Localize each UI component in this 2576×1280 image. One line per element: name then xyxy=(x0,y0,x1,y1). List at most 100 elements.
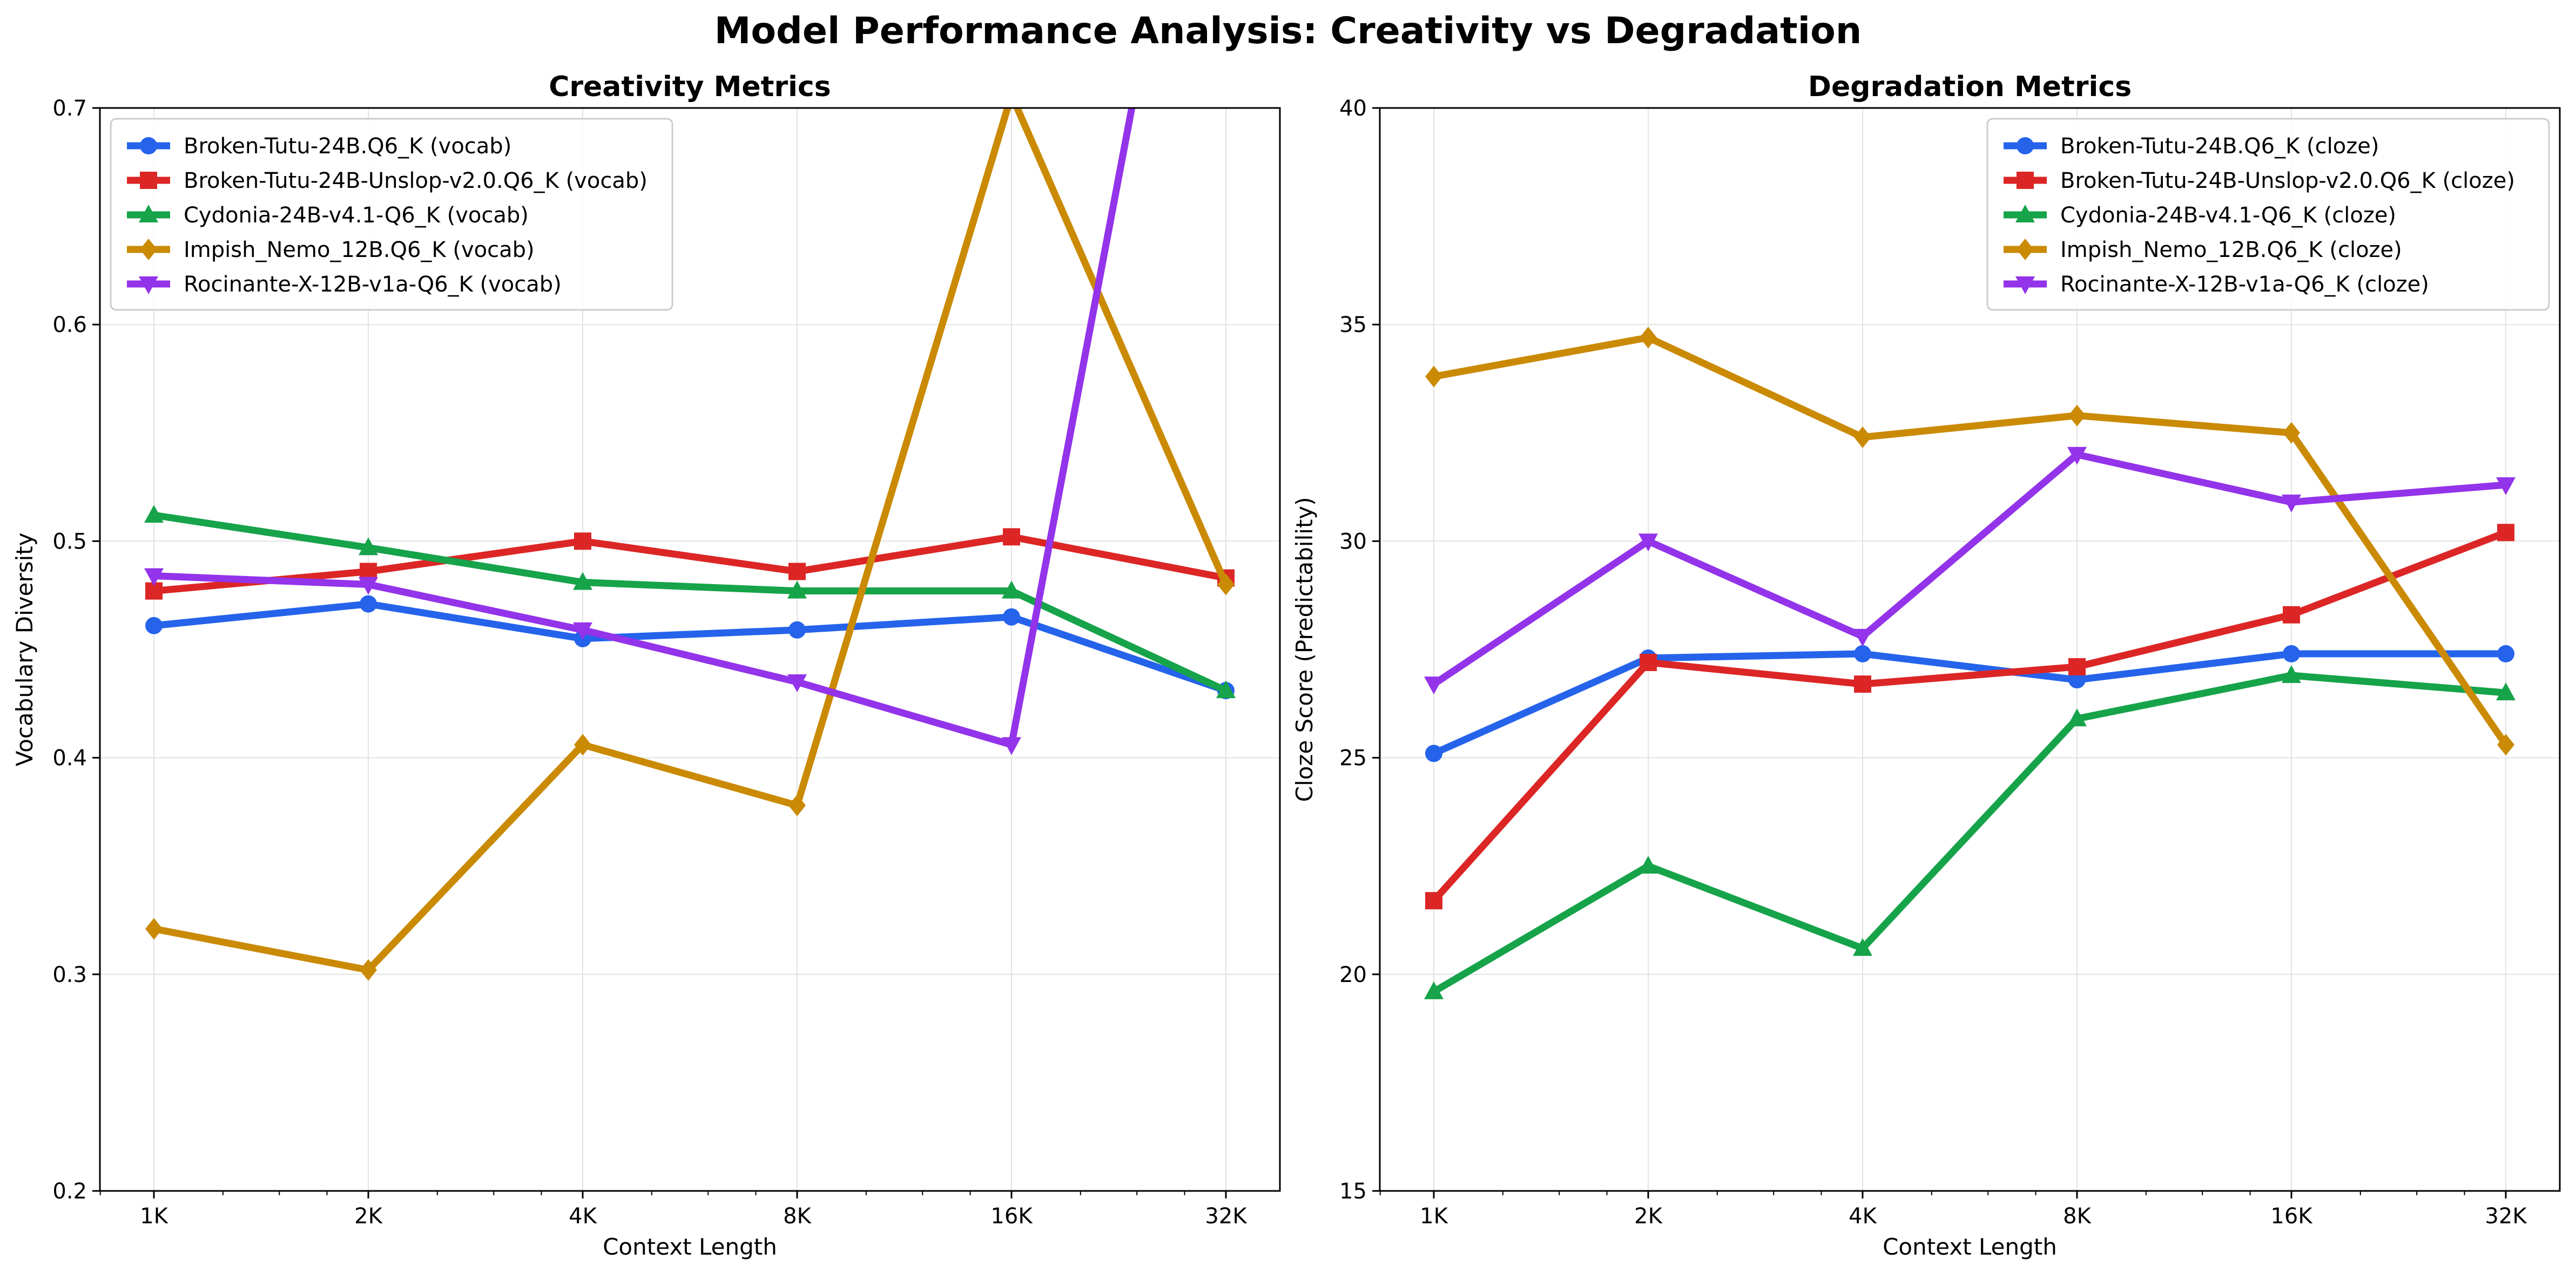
y-tick-label: 25 xyxy=(1339,746,1367,771)
data-point xyxy=(1854,675,1871,693)
series-line-3 xyxy=(1430,672,2510,995)
x-tick-label: 2K xyxy=(354,1204,383,1229)
data-point xyxy=(574,532,591,550)
data-point xyxy=(360,595,377,613)
series-line-5 xyxy=(150,108,1136,749)
data-point xyxy=(2283,645,2300,663)
data-point xyxy=(2497,645,2514,663)
x-tick-label: 1K xyxy=(140,1204,168,1229)
data-point xyxy=(1853,938,1872,956)
data-point xyxy=(359,537,378,556)
legend-marker xyxy=(2017,239,2034,260)
data-point xyxy=(144,568,164,586)
data-point xyxy=(788,794,806,816)
data-point xyxy=(2282,495,2301,513)
data-point xyxy=(1640,654,1657,672)
data-point xyxy=(360,959,377,981)
legend-entry: Broken-Tutu-24B.Q6_K (cloze) xyxy=(2060,134,2379,159)
degradation-panel: 1K 2K 4K 8K 16K 32K 15 20 25 30 35 40 Degradation Me… xyxy=(1291,71,2561,1260)
data-point xyxy=(1002,737,1021,755)
data-point xyxy=(1003,528,1020,546)
data-point xyxy=(787,674,807,693)
data-point xyxy=(2497,524,2514,541)
data-point xyxy=(145,617,163,634)
y-tick-label: 35 xyxy=(1339,313,1367,337)
legend-box xyxy=(110,118,673,311)
series-line-1 xyxy=(150,600,1230,694)
data-point xyxy=(1638,856,1658,874)
data-point xyxy=(2496,682,2516,701)
creativity-x-axis-label: Context Length xyxy=(603,1234,777,1260)
y-tick-label: 0.3 xyxy=(52,963,87,987)
legend-entry: Broken-Tutu-24B-Unslop-v2.0.Q6_K (cloze) xyxy=(2060,168,2515,193)
legend-marker xyxy=(139,205,158,222)
creativity-legend: Broken-Tutu-24B.Q6_K (vocab) Broken-Tutu-… xyxy=(110,118,673,311)
legend-marker xyxy=(139,276,158,294)
y-tick-label: 30 xyxy=(1339,529,1367,554)
x-tick-label: 8K xyxy=(2063,1204,2092,1229)
legend-entry: Impish_Nemo_12B.Q6_K (cloze) xyxy=(2060,238,2402,262)
creativity-series-group xyxy=(144,108,1236,981)
y-tick-label: 0.7 xyxy=(52,96,87,121)
legend-marker xyxy=(2015,276,2035,294)
creativity-title: Creativity Metrics xyxy=(549,71,831,103)
data-point xyxy=(145,918,163,940)
data-point xyxy=(573,572,592,590)
degradation-title: Degradation Metrics xyxy=(1808,71,2132,103)
x-tick-label: 32K xyxy=(2485,1204,2527,1229)
legend-box xyxy=(1986,118,2550,311)
legend-marker xyxy=(2015,205,2035,222)
creativity-y-axis-label: Vocabulary Diversity xyxy=(11,532,38,766)
legend-entry: Impish_Nemo_12B.Q6_K (vocab) xyxy=(184,238,535,262)
x-tick-label: 4K xyxy=(569,1204,597,1229)
degradation-series-group xyxy=(1424,327,2516,999)
series-line-2 xyxy=(1430,529,2510,904)
y-tick-label: 0.4 xyxy=(52,746,87,771)
data-point xyxy=(788,621,806,639)
data-point xyxy=(1424,676,1444,695)
data-point xyxy=(1216,680,1236,699)
data-point xyxy=(787,580,807,599)
data-point xyxy=(1640,327,1657,349)
data-point xyxy=(1217,573,1235,595)
y-tick-label: 0.2 xyxy=(52,1179,87,1204)
x-tick-label: 32K xyxy=(1205,1204,1247,1229)
legend-entry: Cydonia-24B-v4.1-Q6_K (cloze) xyxy=(2060,203,2396,228)
legend-marker xyxy=(140,172,157,189)
y-tick-label: 0.5 xyxy=(52,529,87,554)
creativity-panel: 1K 2K 4K 8K 16K 32K 0.2 0.3 0.4 0.5 0.6 0.7 Creativi… xyxy=(11,71,1281,1260)
degradation-y-axis-label: Cloze Score (Predictability) xyxy=(1291,497,1318,802)
legend-entry: Cydonia-24B-v4.1-Q6_K (vocab) xyxy=(184,203,529,228)
degradation-legend: Broken-Tutu-24B.Q6_K (cloze) Broken-Tutu-… xyxy=(1986,118,2550,311)
data-point xyxy=(1854,426,1871,448)
data-point xyxy=(1425,892,1442,910)
legend-entry: Rocinante-X-12B-v1a-Q6_K (cloze) xyxy=(2060,272,2429,297)
data-point xyxy=(1425,365,1442,388)
x-tick-label: 8K xyxy=(783,1204,812,1229)
series-line-4 xyxy=(1430,334,2510,749)
data-point xyxy=(144,505,164,523)
data-point xyxy=(2068,404,2086,426)
figure-title: Model Performance Analysis: Creativity v… xyxy=(714,10,1862,52)
data-point xyxy=(2282,665,2301,683)
legend-entry: Broken-Tutu-24B.Q6_K (vocab) xyxy=(184,134,511,159)
degradation-axes-frame xyxy=(1379,107,2561,1192)
degradation-x-axis-label: Context Length xyxy=(1883,1234,2057,1260)
legend-marker xyxy=(140,137,157,154)
legend-entry: Rocinante-X-12B-v1a-Q6_K (vocab) xyxy=(184,272,562,297)
data-point xyxy=(359,577,378,595)
data-point xyxy=(1424,981,1444,999)
series-line-3 xyxy=(150,511,1230,694)
legend-marker xyxy=(2017,172,2034,189)
y-tick-label: 40 xyxy=(1339,96,1367,121)
series-line-4 xyxy=(150,108,1230,974)
data-point xyxy=(2067,708,2087,727)
x-tick-label: 16K xyxy=(2270,1204,2313,1229)
data-point xyxy=(1638,533,1658,552)
data-point xyxy=(1854,645,1871,663)
data-point xyxy=(1003,608,1020,626)
series-line-1 xyxy=(1430,650,2510,757)
data-point xyxy=(2283,606,2300,624)
legend-marker xyxy=(140,239,157,260)
